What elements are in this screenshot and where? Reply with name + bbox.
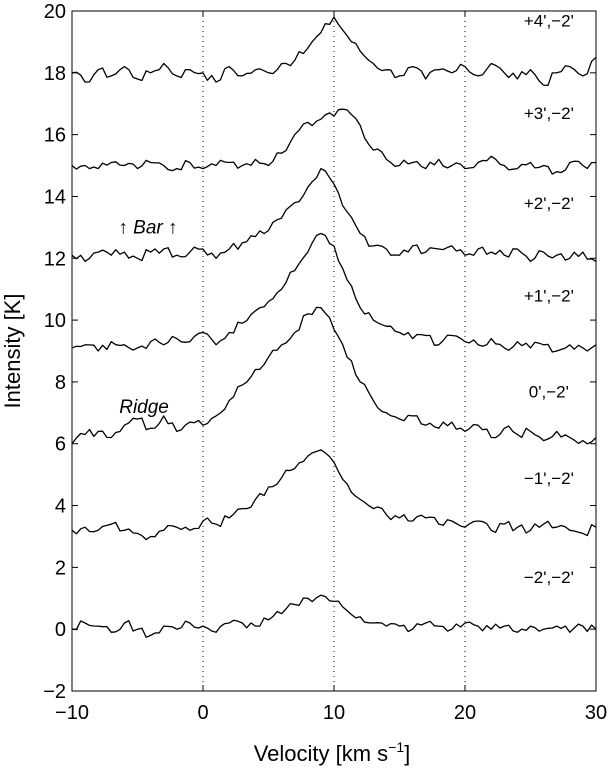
axis-ticks: −10 0 10 20 30 −2 0 2 4 6 8 10 12 14 16 18 20 [43,1,607,724]
spectrum-line [71,232,597,353]
y-tick-label: 6 [55,434,66,456]
spectrum-line [71,16,597,86]
spectrum-position-label: +3',−2' [524,104,574,123]
annotation-label: ↑ Bar ↑ [118,218,177,239]
x-tick-label: 20 [454,702,476,724]
spectrum-position-label: −1',−2' [524,469,574,488]
y-tick-label: 2 [55,557,66,579]
x-tick-label: 30 [585,702,607,724]
y-tick-label: 18 [44,63,66,85]
annotation-label: Ridge [119,397,169,418]
series-layer [71,16,597,638]
y-tick-label: 8 [55,372,66,394]
y-tick-label: 10 [44,310,66,332]
y-tick-label: 4 [55,496,66,518]
y-tick-label: 14 [44,186,66,208]
spectrum-line [71,449,597,541]
series-labels: +4',−2' +3',−2' +2',−2' +1',−2' 0',−2' −1',−2… [524,11,574,586]
y-axis-label: Intensity [K] [0,294,25,409]
spectrum-line [71,108,597,175]
x-axis-label-close: ] [404,741,410,766]
spectrum-position-label: +1',−2' [524,287,574,306]
y-tick-label: −2 [43,681,66,703]
spectrum-line [71,167,597,263]
spectrum-position-label: +4',−2' [524,11,574,30]
x-axis-label-exponent: −1 [388,739,404,755]
y-tick-label: 0 [55,619,66,641]
y-tick-label: 16 [44,125,66,147]
spectrum-line [71,306,597,445]
spectrum-position-label: −2',−2' [524,568,574,587]
x-axis-label: Velocity [km s−1] [254,739,411,766]
y-tick-label: 20 [44,1,66,23]
x-tick-label: −10 [55,702,89,724]
x-tick-label: 10 [323,702,345,724]
spectrum-line [71,594,597,638]
y-tick-label: 12 [44,248,66,270]
annotations: ↑ Bar ↑ Ridge [118,218,177,418]
spectrum-position-label: 0',−2' [529,382,569,401]
spectrum-position-label: +2',−2' [524,194,574,213]
x-tick-label: 0 [197,702,208,724]
reference-lines [202,11,466,691]
